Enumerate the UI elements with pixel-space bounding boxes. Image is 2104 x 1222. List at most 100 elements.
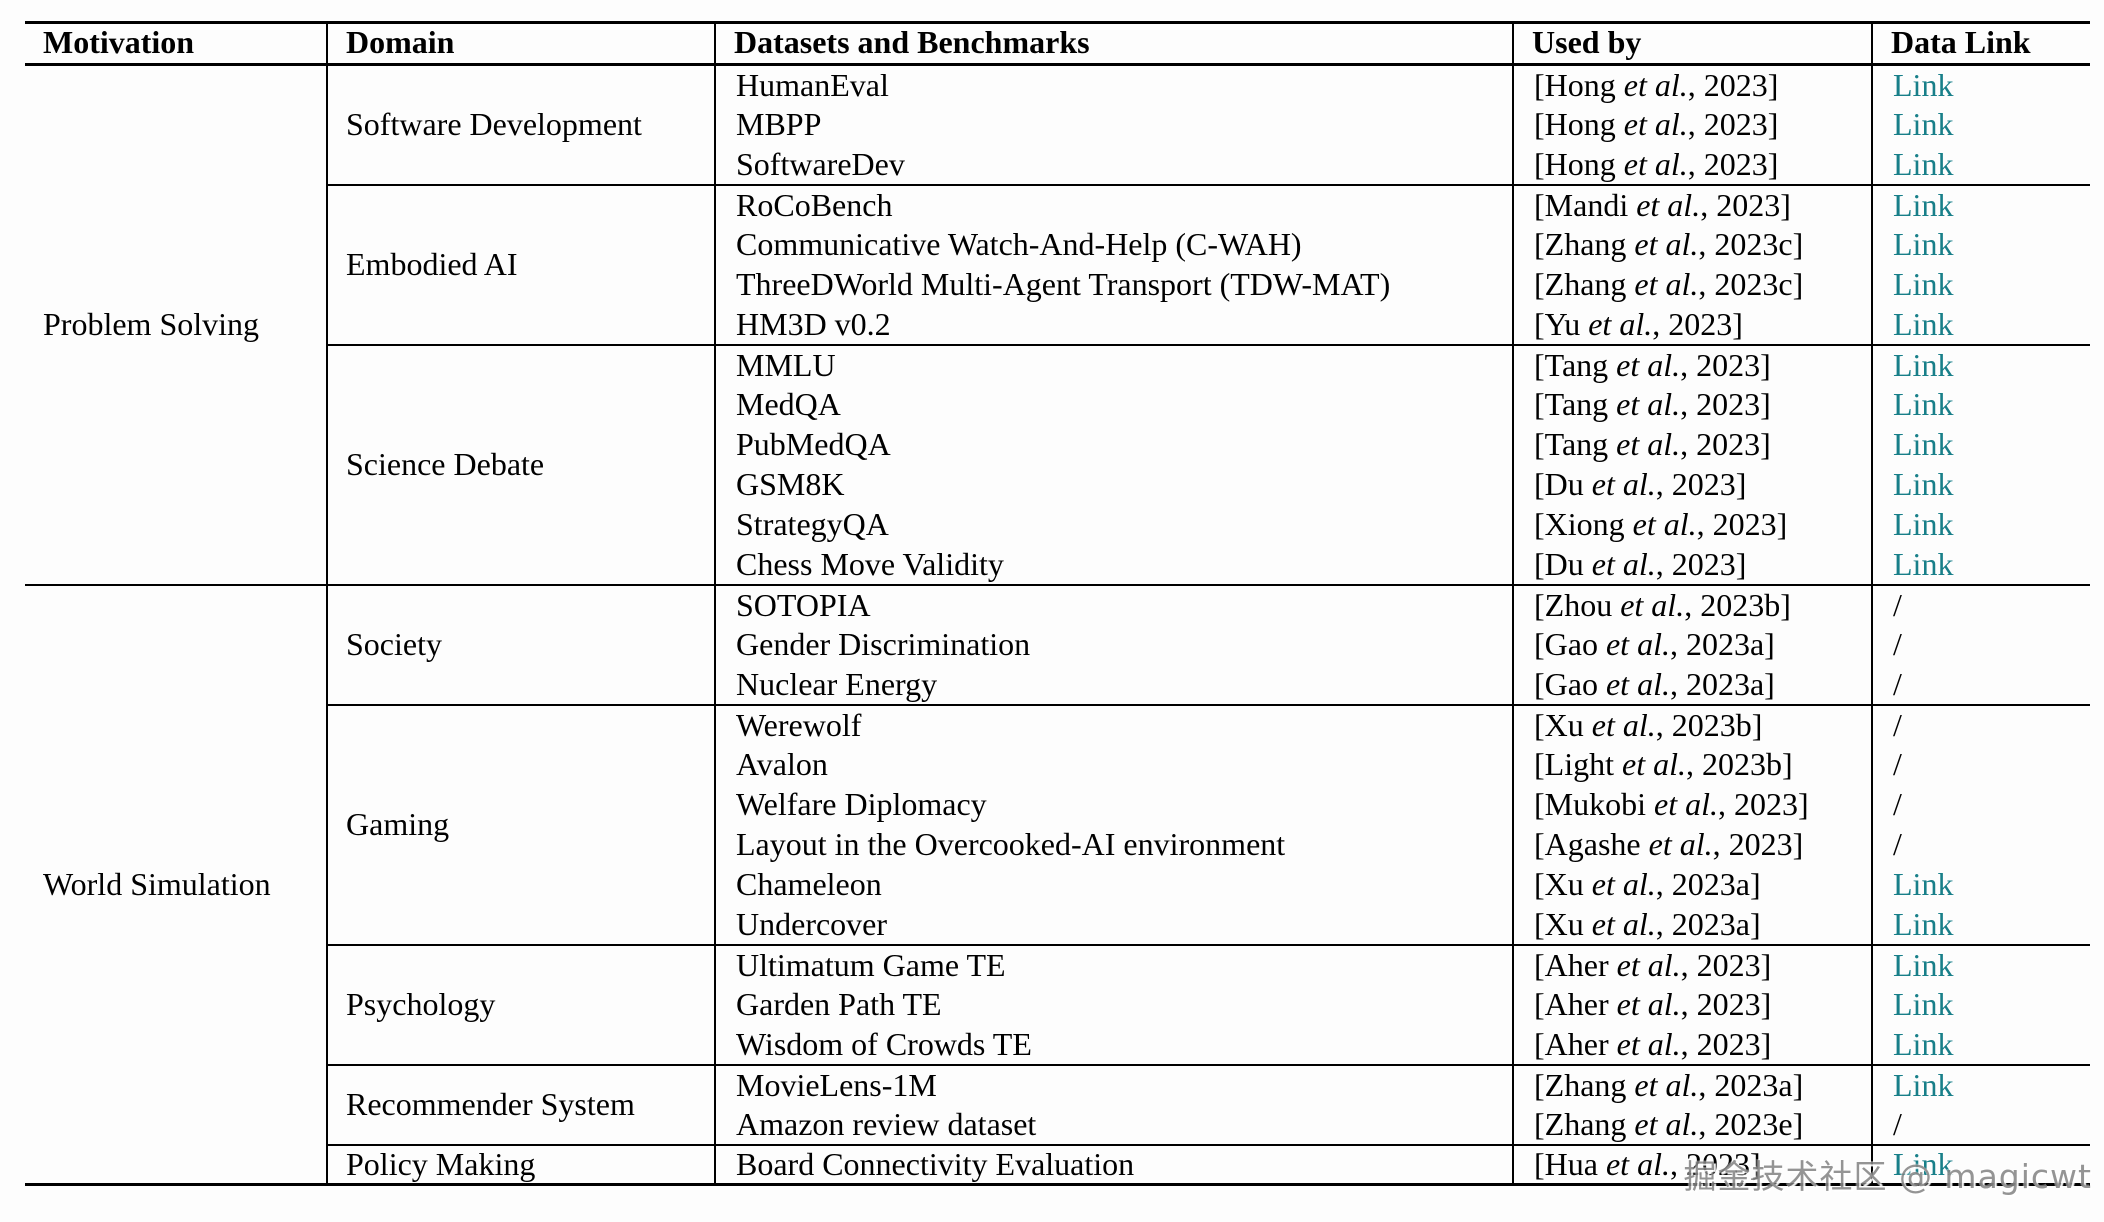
header-row: Motivation Domain Datasets and Benchmark… bbox=[25, 22, 2090, 66]
dataset-name: HM3D v0.2 bbox=[715, 304, 1514, 345]
data-link[interactable]: Link bbox=[1893, 506, 1954, 542]
used-by-citation: [Light et al., 2023b] bbox=[1513, 744, 1873, 785]
used-by-citation: [Hong et al., 2023] bbox=[1513, 104, 1873, 145]
table-row: Layout in the Overcooked-AI environment[… bbox=[25, 824, 2090, 865]
et-al-italic: et al. bbox=[1616, 346, 1681, 383]
data-link[interactable]: Link bbox=[1893, 1145, 1954, 1182]
table-row: PubMedQA [Tang et al., 2023] Link bbox=[25, 424, 2090, 465]
data-link[interactable]: Link bbox=[1893, 226, 1954, 262]
data-link[interactable]: Link bbox=[1893, 266, 1954, 302]
used-by-citation: [Agashe et al., 2023] bbox=[1513, 824, 1873, 865]
data-link-cell: Link bbox=[1872, 1025, 2090, 1065]
data-link[interactable]: Link bbox=[1893, 545, 1954, 582]
data-link[interactable]: Link bbox=[1893, 986, 1954, 1022]
data-link-cell: Link bbox=[1872, 505, 2090, 545]
table-row: Recommender System MovieLens-1M [Zhang et … bbox=[25, 1063, 2090, 1145]
motivation-cell: World Simulation bbox=[25, 583, 328, 1185]
et-al-italic: et al. bbox=[1616, 426, 1681, 462]
table-row: Chess Move Validity [Du et al., 2023] Link bbox=[25, 544, 2090, 585]
data-link[interactable]: Link bbox=[1893, 66, 1954, 103]
data-link-cell: / bbox=[1872, 785, 2090, 825]
data-link-cell: Link bbox=[1872, 385, 2090, 425]
et-al-italic: et al. bbox=[1648, 826, 1713, 862]
domain-cell: Policy Making bbox=[327, 1143, 716, 1185]
table-row: MBPP [Hong et al., 2023] Link bbox=[25, 104, 2090, 145]
used-by-citation: [Hong et al., 2023] bbox=[1513, 63, 1873, 105]
data-link-cell: Link bbox=[1872, 343, 2090, 385]
et-al-italic: et al. bbox=[1623, 66, 1688, 103]
data-link[interactable]: Link bbox=[1893, 946, 1954, 983]
table-row: Garden Path TE [Aher et al., 2023] Link bbox=[25, 984, 2090, 1025]
dataset-name: MMLU bbox=[715, 343, 1514, 385]
dataset-name: SOTOPIA bbox=[715, 583, 1514, 625]
et-al-italic: et al. bbox=[1654, 786, 1718, 822]
no-link-slash: / bbox=[1893, 826, 1902, 862]
dataset-name: Garden Path TE bbox=[715, 984, 1514, 1025]
domain-cell: Gaming bbox=[327, 703, 716, 945]
et-al-italic: et al. bbox=[1623, 106, 1688, 142]
data-link-cell: Link bbox=[1872, 145, 2090, 185]
col-header-datasets: Datasets and Benchmarks bbox=[715, 22, 1514, 66]
table-row: MedQA [Tang et al., 2023] Link bbox=[25, 384, 2090, 425]
col-header-used-by: Used by bbox=[1513, 22, 1873, 66]
used-by-citation: [Gao et al., 2023a] bbox=[1513, 624, 1873, 665]
col-header-data-link: Data Link bbox=[1872, 22, 2090, 66]
data-link[interactable]: Link bbox=[1893, 466, 1954, 502]
data-link[interactable]: Link bbox=[1893, 106, 1954, 142]
table-row: Chameleon [Xu et al., 2023a] Link bbox=[25, 864, 2090, 905]
data-link[interactable]: Link bbox=[1893, 386, 1954, 422]
data-link[interactable]: Link bbox=[1893, 1066, 1954, 1103]
data-link[interactable]: Link bbox=[1893, 905, 1954, 942]
data-link-cell: Link bbox=[1872, 1143, 2090, 1185]
dataset-name: Ultimatum Game TE bbox=[715, 943, 1514, 985]
data-link[interactable]: Link bbox=[1893, 866, 1954, 902]
dataset-name: Amazon review dataset bbox=[715, 1104, 1514, 1145]
et-al-italic: et al. bbox=[1605, 1145, 1670, 1182]
data-link[interactable]: Link bbox=[1893, 186, 1954, 223]
data-link-cell: Link bbox=[1872, 425, 2090, 465]
used-by-citation: [Xiong et al., 2023] bbox=[1513, 504, 1873, 545]
table-row: World Simulation Society SOTOPIA [Zhou et a… bbox=[25, 583, 2090, 1185]
dataset-name: StrategyQA bbox=[715, 504, 1514, 545]
data-link-cell: / bbox=[1872, 1105, 2090, 1145]
used-by-citation: [Yu et al., 2023] bbox=[1513, 304, 1873, 345]
dataset-name: Avalon bbox=[715, 744, 1514, 785]
domain-cell: Recommender System bbox=[327, 1063, 716, 1145]
used-by-citation: [Xu et al., 2023b] bbox=[1513, 703, 1873, 745]
dataset-name: Wisdom of Crowds TE bbox=[715, 1024, 1514, 1065]
used-by-citation: [Hua et al., 2023] bbox=[1513, 1143, 1873, 1185]
dataset-name: PubMedQA bbox=[715, 424, 1514, 465]
et-al-italic: et al. bbox=[1636, 186, 1701, 223]
data-link[interactable]: Link bbox=[1893, 145, 1954, 182]
data-link-cell: Link bbox=[1872, 465, 2090, 505]
data-link[interactable]: Link bbox=[1893, 426, 1954, 462]
data-link-cell: Link bbox=[1872, 305, 2090, 345]
data-link[interactable]: Link bbox=[1893, 346, 1954, 383]
et-al-italic: et al. bbox=[1591, 545, 1656, 582]
dataset-name: Nuclear Energy bbox=[715, 664, 1514, 705]
data-link[interactable]: Link bbox=[1893, 1025, 1954, 1062]
used-by-citation: [Aher et al., 2023] bbox=[1513, 1024, 1873, 1065]
used-by-citation: [Zhang et al., 2023c] bbox=[1513, 224, 1873, 265]
no-link-slash: / bbox=[1893, 746, 1902, 782]
used-by-citation: [Du et al., 2023] bbox=[1513, 464, 1873, 505]
et-al-italic: et al. bbox=[1634, 1066, 1699, 1103]
used-by-citation: [Mandi et al., 2023] bbox=[1513, 183, 1873, 225]
no-link-slash: / bbox=[1893, 586, 1902, 623]
used-by-citation: [Tang et al., 2023] bbox=[1513, 343, 1873, 385]
table-row: Communicative Watch-And-Help (C-WAH) [Zha… bbox=[25, 224, 2090, 265]
data-link-cell: Link bbox=[1872, 545, 2090, 585]
data-link-cell: Link bbox=[1872, 63, 2090, 105]
datasets-benchmarks-table: Motivation Domain Datasets and Benchmark… bbox=[25, 21, 2090, 1186]
col-header-domain: Domain bbox=[327, 22, 716, 66]
used-by-citation: [Tang et al., 2023] bbox=[1513, 384, 1873, 425]
dataset-name: SoftwareDev bbox=[715, 144, 1514, 185]
et-al-italic: et al. bbox=[1620, 586, 1685, 623]
data-link-cell: / bbox=[1872, 825, 2090, 865]
data-link[interactable]: Link bbox=[1893, 305, 1954, 342]
table-row: Psychology Ultimatum Game TE [Aher et al.,… bbox=[25, 943, 2090, 1065]
et-al-italic: et al. bbox=[1634, 1105, 1699, 1142]
et-al-italic: et al. bbox=[1591, 866, 1656, 902]
dataset-name: MovieLens-1M bbox=[715, 1063, 1514, 1105]
